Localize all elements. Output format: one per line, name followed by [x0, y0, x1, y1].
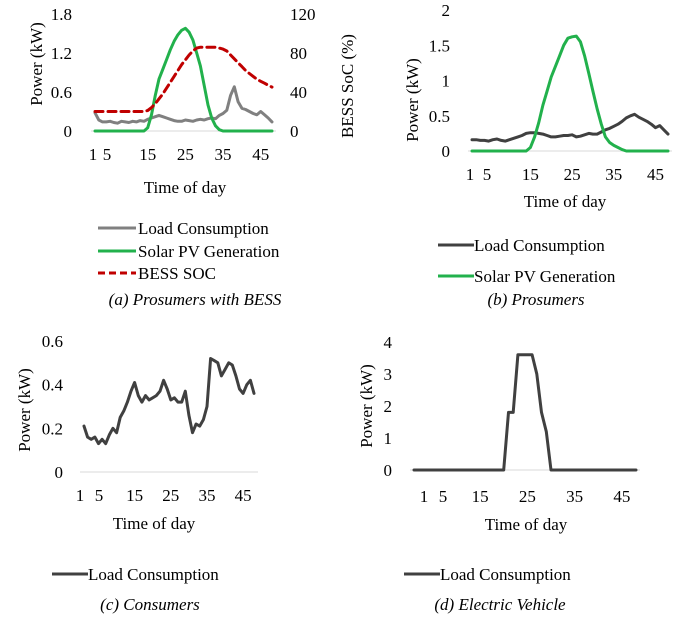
- legend-item-bess-a: BESS SOC: [98, 264, 216, 283]
- panel-a-caption: (a) Prosumers with BESS: [109, 290, 282, 309]
- panel-b-plot: 00.511.521 5 15 25 35 45: [429, 1, 672, 184]
- legend-item-load-d: Load Consumption: [404, 565, 571, 584]
- legend-item-load-b: Load Consumption: [438, 236, 605, 255]
- panel-b-series-0: [470, 112, 670, 143]
- panel-a-ytick: 1.8: [51, 5, 72, 24]
- panel-c: 0 0.2 0.4 0.6 1 5 15 25 35 45 Power (kW) Time of …: [15, 332, 258, 614]
- panel-a-xtick: 35: [215, 145, 232, 164]
- panel-d-ytick: 4: [384, 333, 393, 352]
- panel-b-xtick: 45: [647, 165, 664, 184]
- legend-label-load-a: Load Consumption: [138, 219, 269, 238]
- panel-b-xtick: 15: [522, 165, 539, 184]
- panel-a-y2label: BESS SoC (%): [338, 34, 357, 138]
- panel-d-ytick: 2: [384, 397, 393, 416]
- panel-c-xtick: 45: [235, 486, 252, 505]
- panel-d-ytick: 3: [384, 365, 393, 384]
- panel-b-xtick: 35: [605, 165, 622, 184]
- panel-a-series-1: [93, 26, 274, 133]
- panel-d-ylabel: Power (kW): [357, 364, 376, 448]
- panel-a-y2tick: 40: [290, 83, 307, 102]
- panel-a-series-0: [93, 85, 274, 125]
- panel-c-ylabel: Power (kW): [15, 368, 34, 452]
- panel-a-plot: 0 0.6 1.2 1.8 0 40 80 120 1 5 15 25 35 45: [51, 5, 316, 164]
- panel-d-xtick: 15: [472, 487, 489, 506]
- panel-d-ytick: 0: [384, 461, 393, 480]
- panel-b-legend: Load Consumption Solar PV Generation: [438, 236, 616, 286]
- panel-b-xtick: 1: [466, 165, 475, 184]
- panel-a-xtick: 45: [252, 145, 269, 164]
- legend-label-bess-a: BESS SOC: [138, 264, 216, 283]
- panel-d-xlabel: Time of day: [485, 515, 568, 534]
- panel-c-series-0: [82, 357, 256, 446]
- legend-item-load-a: Load Consumption: [98, 219, 269, 238]
- panel-b-xtick: 5: [483, 165, 492, 184]
- panel-c-xtick: 5: [95, 486, 104, 505]
- panel-c-ytick: 0: [55, 463, 64, 482]
- panel-a-y2tick: 80: [290, 44, 307, 63]
- panel-a-ylabel: Power (kW): [27, 22, 46, 106]
- panel-a-xtick: 15: [139, 145, 156, 164]
- legend-label-solar-b: Solar PV Generation: [474, 267, 616, 286]
- panel-c-xlabel: Time of day: [113, 514, 196, 533]
- panel-a-xtick: 1: [89, 145, 98, 164]
- panel-b-ylabel: Power (kW): [403, 58, 422, 142]
- legend-label-load-c: Load Consumption: [88, 565, 219, 584]
- panel-b: 00.511.521 5 15 25 35 45 Power (kW) Time of d…: [403, 1, 672, 309]
- panel-b-ytick: 1.5: [429, 36, 450, 55]
- panel-b-ytick: 2: [442, 1, 451, 20]
- panel-b-ytick: 1: [442, 72, 451, 91]
- panel-b-ytick: 0.5: [429, 107, 450, 126]
- legend-item-load-c: Load Consumption: [52, 565, 219, 584]
- panel-b-xlabel: Time of day: [524, 192, 607, 211]
- panel-a-xlabel: Time of day: [144, 178, 227, 197]
- panel-d-series-0: [412, 353, 638, 472]
- panel-c-xtick: 1: [76, 486, 85, 505]
- panel-d-xtick: 35: [566, 487, 583, 506]
- panel-a-ytick: 1.2: [51, 44, 72, 63]
- legend-label-solar-a: Solar PV Generation: [138, 242, 280, 261]
- panel-a-y2tick: 120: [290, 5, 316, 24]
- panel-a-ytick: 0: [64, 122, 73, 141]
- panel-b-caption: (b) Prosumers: [487, 290, 584, 309]
- panel-c-plot: 0 0.2 0.4 0.6 1 5 15 25 35 45: [42, 332, 258, 505]
- panel-a-legend: Load Consumption Solar PV Generation BES…: [98, 219, 280, 283]
- panel-c-xtick: 15: [126, 486, 143, 505]
- panel-a-xtick: 5: [103, 145, 112, 164]
- legend-label-load-d: Load Consumption: [440, 565, 571, 584]
- panel-c-caption: (c) Consumers: [100, 595, 200, 614]
- panel-c-ytick: 0.2: [42, 419, 63, 438]
- panel-a-series-2: [93, 45, 274, 113]
- panel-d-xtick: 45: [613, 487, 630, 506]
- panel-d-ytick: 1: [384, 429, 393, 448]
- panel-d-xtick: 1: [420, 487, 429, 506]
- legend-item-solar-b: Solar PV Generation: [438, 267, 616, 286]
- panel-c-xtick: 35: [198, 486, 215, 505]
- panel-d-legend: Load Consumption: [404, 565, 571, 584]
- legend-item-solar-a: Solar PV Generation: [98, 242, 280, 261]
- panel-d-xtick: 5: [439, 487, 448, 506]
- panel-d-caption: (d) Electric Vehicle: [434, 595, 566, 614]
- panel-a-y2tick: 0: [290, 122, 299, 141]
- panel-b-xtick: 25: [564, 165, 581, 184]
- panel-a-ytick: 0.6: [51, 83, 72, 102]
- panel-c-ytick: 0.6: [42, 332, 63, 351]
- panel-c-ytick: 0.4: [42, 376, 64, 395]
- legend-label-load-b: Load Consumption: [474, 236, 605, 255]
- panel-a-xtick: 25: [177, 145, 194, 164]
- panel-b-ytick: 0: [442, 142, 451, 161]
- panel-b-series-1: [470, 34, 670, 153]
- panel-c-xtick: 25: [162, 486, 179, 505]
- panel-d-xtick: 25: [519, 487, 536, 506]
- panel-c-legend: Load Consumption: [52, 565, 219, 584]
